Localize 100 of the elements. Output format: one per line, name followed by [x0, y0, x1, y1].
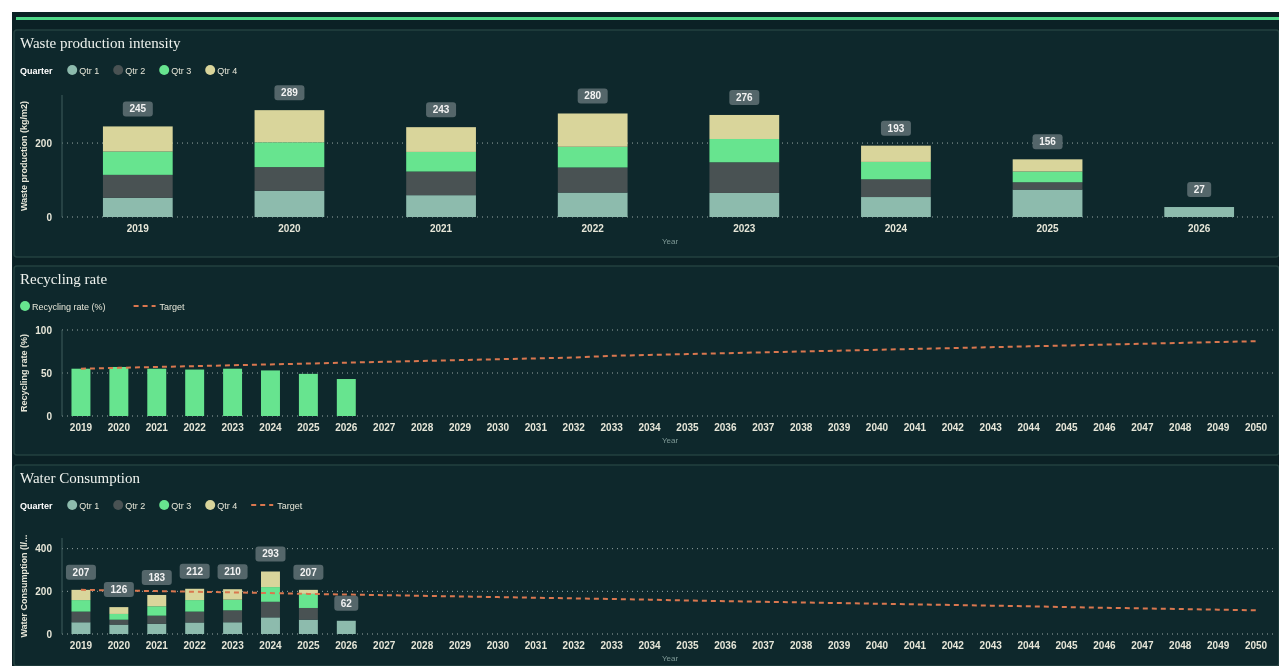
chart-title: Recycling rate: [20, 271, 108, 287]
x-tick-label: 2048: [1169, 640, 1192, 651]
bar: [861, 179, 931, 198]
bar: [147, 594, 167, 607]
x-tick-label: 2034: [638, 422, 662, 433]
x-tick-label: 2022: [183, 640, 207, 651]
x-tick-label: 2032: [562, 640, 586, 651]
x-tick-label: 2038: [790, 422, 813, 433]
x-tick-label: 2050: [1244, 640, 1268, 651]
legend-label: Target: [277, 501, 303, 511]
bar: [298, 619, 318, 634]
x-tick-label: 2026: [1188, 223, 1211, 234]
x-tick-label: 2040: [865, 422, 889, 433]
x-tick-label: 2019: [126, 223, 150, 234]
x-tick-label: 2019: [69, 422, 93, 433]
x-tick-label: 2021: [429, 223, 453, 234]
bar: [861, 161, 931, 180]
y-tick-label: 400: [35, 543, 53, 555]
y-tick-label: 50: [40, 367, 53, 379]
bar: [861, 197, 931, 217]
bar: [109, 619, 129, 625]
bar: [261, 601, 280, 618]
total-label: 212: [186, 565, 204, 577]
bar: [254, 190, 325, 217]
bar: [709, 192, 780, 217]
bar: [298, 373, 318, 416]
bar: [71, 622, 91, 634]
bar: [1012, 159, 1083, 172]
bar: [557, 113, 628, 147]
bar: [406, 127, 476, 152]
bar: [109, 624, 129, 634]
bar: [709, 138, 780, 163]
x-tick-label: 2033: [600, 422, 624, 433]
x-tick-label: 2021: [145, 640, 169, 651]
x-tick-label: 2046: [1093, 640, 1116, 651]
bar: [71, 589, 91, 601]
x-tick-label: 2038: [790, 640, 813, 651]
x-tick-label: 2034: [638, 640, 662, 651]
total-label: 245: [129, 103, 147, 115]
bar: [102, 197, 173, 217]
x-tick-label: 2028: [410, 640, 434, 651]
x-tick-label: 2024: [259, 640, 283, 651]
total-label: 276: [735, 91, 754, 103]
x-tick-label: 2036: [714, 640, 737, 651]
legend-label: Qtr 1: [79, 501, 100, 511]
bar: [254, 167, 325, 191]
x-tick-label: 2021: [145, 422, 169, 433]
bar: [185, 611, 205, 623]
bar: [109, 366, 129, 416]
x-tick-label: 2026: [335, 640, 358, 651]
total-label: 243: [432, 104, 450, 116]
x-tick-label: 2029: [448, 640, 472, 651]
bar: [71, 368, 91, 416]
bar: [254, 142, 325, 168]
x-tick-label: 2045: [1055, 640, 1079, 651]
x-tick-label: 2024: [259, 422, 283, 433]
bar: [557, 146, 628, 168]
x-tick-label: 2024: [884, 223, 908, 234]
x-tick-label: 2040: [865, 640, 889, 651]
y-axis-title: Waste production (kg/m2): [19, 100, 29, 212]
bar: [223, 622, 243, 634]
x-tick-label: 2023: [221, 422, 245, 433]
legend-label: Qtr 1: [79, 66, 100, 76]
x-tick-label: 2031: [524, 640, 548, 651]
x-tick-label: 2025: [297, 640, 320, 651]
x-tick-label: 2037: [752, 422, 775, 433]
legend-label: Qtr 3: [171, 501, 192, 511]
bar: [102, 126, 173, 152]
x-tick-label: 2050: [1244, 422, 1268, 433]
x-tick-label: 2025: [1036, 223, 1060, 234]
x-tick-label: 2047: [1131, 422, 1154, 433]
bar: [1012, 171, 1083, 183]
x-tick-label: 2030: [486, 640, 510, 651]
legend-label: Recycling rate (%): [32, 302, 106, 312]
y-tick-label: 100: [35, 324, 53, 336]
bar: [557, 192, 628, 217]
x-tick-label: 2023: [221, 640, 245, 651]
x-axis-title: Year: [661, 237, 679, 246]
total-label: 293: [262, 548, 280, 560]
chart-title: Water Consumption: [20, 470, 141, 486]
y-tick-label: 200: [35, 137, 53, 149]
x-axis-title: Year: [661, 654, 679, 663]
bar: [1012, 189, 1083, 217]
bar: [336, 620, 356, 634]
x-tick-label: 2031: [524, 422, 548, 433]
total-label: 27: [1193, 184, 1206, 196]
legend-label: Qtr 4: [217, 501, 238, 511]
y-tick-label: 0: [46, 211, 53, 223]
x-tick-label: 2026: [335, 422, 358, 433]
bar: [709, 114, 780, 139]
x-tick-label: 2027: [373, 640, 396, 651]
total-label: 156: [1039, 136, 1057, 148]
x-tick-label: 2029: [448, 422, 472, 433]
total-label: 62: [340, 597, 353, 609]
x-tick-label: 2042: [941, 422, 965, 433]
y-tick-label: 0: [46, 410, 53, 422]
total-label: 280: [584, 90, 602, 102]
y-tick-label: 0: [46, 628, 53, 640]
x-tick-label: 2046: [1093, 422, 1116, 433]
total-label: 183: [148, 571, 166, 583]
